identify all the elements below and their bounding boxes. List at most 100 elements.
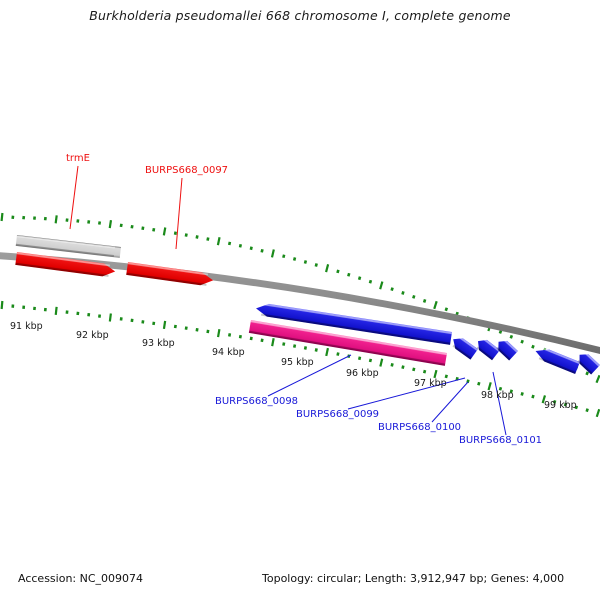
ruler-tick-major xyxy=(325,347,330,357)
gene-glyph-highlight xyxy=(127,262,209,276)
ruler-tick-minor xyxy=(206,237,210,241)
ruler-tick-major xyxy=(216,237,221,246)
gene-arrow-glyph[interactable] xyxy=(494,337,519,361)
feature-track[interactable] xyxy=(15,235,600,375)
gene-glyph-body xyxy=(498,340,519,361)
ruler-tick-major xyxy=(433,369,438,379)
ruler-tick-minor xyxy=(76,219,80,223)
ruler-labels: 91 kbp 92 kbp 93 kbp 94 kbp 95 kbp 96 kbp 97 k… xyxy=(10,321,577,411)
callout-leader-lines xyxy=(69,165,507,436)
gene-glyph-shadow xyxy=(15,262,109,277)
gene-glyph-shadow xyxy=(452,344,472,360)
ruler-tick-minor xyxy=(390,287,394,292)
ruler-tick-major xyxy=(379,281,384,290)
gene-glyph-shadow xyxy=(248,330,446,366)
ruler-tick-major xyxy=(595,408,600,418)
ruler-tick-minor xyxy=(509,389,514,394)
ruler-tick-minor xyxy=(43,216,47,221)
ruler-tick-minor xyxy=(531,394,535,399)
ruler-tick-minor xyxy=(11,215,15,220)
ruler-tick-minor xyxy=(33,216,36,220)
ruler-tick-minor xyxy=(412,367,416,372)
ruler-tick-minor xyxy=(238,334,242,339)
ruler-tick-major xyxy=(162,227,167,236)
gene-label-burps668_0100[interactable]: BURPS668_0100 xyxy=(378,422,461,433)
ruler-tick-major xyxy=(54,306,58,315)
ruler-tick-major xyxy=(487,382,492,391)
callout-leader-line xyxy=(347,377,466,410)
ruler-tick-minor xyxy=(65,310,69,314)
ruler-tick-minor xyxy=(11,304,15,308)
callout-leader-line xyxy=(492,371,507,436)
ruler-tick-minor xyxy=(249,336,253,341)
page-title: Burkholderia pseudomallei 668 chromosome… xyxy=(89,8,511,23)
ruler-tick-label: 91 kbp xyxy=(10,321,43,332)
ruler-tick-minor xyxy=(498,386,503,391)
ruler-tick-major xyxy=(379,358,384,367)
gene-label-burps668_0101[interactable]: BURPS668_0101 xyxy=(459,435,542,446)
ruler-tick-minor xyxy=(520,339,524,344)
feature-labels[interactable]: trmE BURPS668_0097 BURPS668_0098 BURPS668_0… xyxy=(66,153,542,446)
gene-glyph-shadow xyxy=(15,243,115,258)
feature-glyph-other[interactable] xyxy=(15,235,121,258)
ruler-tick-minor xyxy=(357,356,362,361)
gene-glyph-highlight xyxy=(503,339,518,353)
callout-leader-line xyxy=(431,381,469,423)
gene-arrow-glyph[interactable] xyxy=(449,334,478,360)
callout-leader-line xyxy=(175,177,183,250)
ruler-tick-major xyxy=(541,395,547,404)
ruler-tick-label: 99 kbp xyxy=(544,400,577,411)
ruler-tick-minor xyxy=(22,305,26,309)
ruler-tick-minor xyxy=(130,318,134,323)
gene-label-burps668_0097[interactable]: BURPS668_0097 xyxy=(145,165,228,176)
gene-arrow-glyph[interactable] xyxy=(126,262,214,287)
ruler-tick-minor xyxy=(574,405,579,410)
gene-glyph-highlight xyxy=(16,252,110,267)
gene-label-trme[interactable]: trmE xyxy=(66,153,90,164)
ruler-tick-minor xyxy=(552,399,557,404)
ruler-tick-minor xyxy=(477,381,481,386)
gene-label-burps668_0098[interactable]: BURPS668_0098 xyxy=(215,396,298,407)
gene-arrow-glyph[interactable] xyxy=(474,336,500,361)
gene-glyph-body xyxy=(256,303,452,345)
ruler-tick-minor xyxy=(228,333,232,337)
gene-arrow-glyph[interactable] xyxy=(533,345,581,375)
ruler-tick-label: 92 kbp xyxy=(76,330,109,341)
ruler-tick-major xyxy=(270,249,275,258)
gene-arrow-glyph[interactable] xyxy=(248,320,448,366)
gene-glyph-highlight xyxy=(250,320,447,356)
gene-glyph-shadow xyxy=(577,359,593,375)
gene-label-burps668_0099[interactable]: BURPS668_0099 xyxy=(296,409,379,420)
ruler-tick-minor xyxy=(401,291,405,295)
gene-arrow-glyph[interactable] xyxy=(15,252,116,278)
ruler-tick-minor xyxy=(347,272,351,277)
ruler-tick-minor xyxy=(195,235,199,239)
gene-arrow-glyph[interactable] xyxy=(255,302,452,345)
ruler-tick-major xyxy=(54,215,58,224)
ruler-tick-label: 98 kbp xyxy=(481,390,514,401)
gene-arrow-glyph[interactable] xyxy=(575,350,600,375)
ruler-tick-minor xyxy=(563,402,568,407)
gene-glyph-highlight xyxy=(542,347,580,365)
ruler-tick-major xyxy=(108,313,112,322)
ruler-tick-minor xyxy=(585,371,589,376)
gene-glyph-shadow xyxy=(496,346,511,361)
ruler-tick-minor xyxy=(206,329,210,334)
ruler-tick-minor xyxy=(314,263,318,267)
gene-glyph-shadow xyxy=(126,272,207,286)
ruler-tick-minor xyxy=(98,314,102,318)
ruler-tick-minor xyxy=(401,365,405,369)
gene-glyph-shadow xyxy=(260,313,451,345)
ruler-tick-minor xyxy=(173,324,177,329)
ruler-tick-minor xyxy=(152,227,156,232)
ruler-tick-minor xyxy=(498,330,503,334)
ruler-tick-minor xyxy=(357,276,362,281)
ruler-tick-minor xyxy=(531,344,535,349)
ruler-tick-minor xyxy=(152,321,156,326)
ruler-tick-major xyxy=(271,338,275,347)
callout-leader-line xyxy=(267,354,352,397)
ruler-tick-minor xyxy=(292,257,297,261)
gene-glyph-shadow xyxy=(476,346,494,361)
